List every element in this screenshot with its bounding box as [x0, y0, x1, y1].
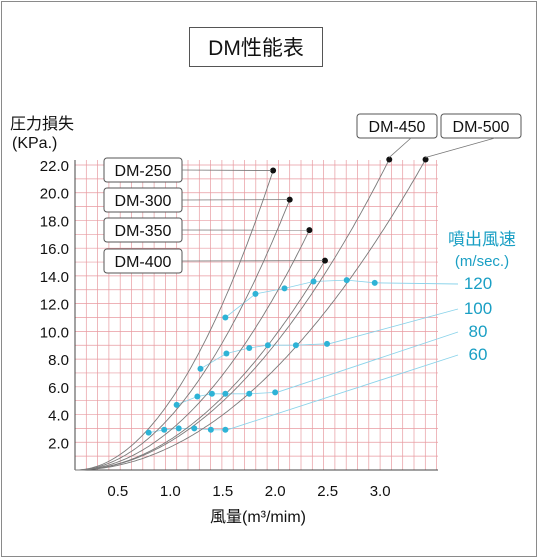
series-label: DM-500 [453, 119, 510, 136]
series-label: DM-350 [115, 223, 172, 240]
velocity-point [194, 393, 201, 400]
series-label-box [440, 113, 522, 139]
velocity-point [208, 390, 215, 397]
series-end-point [386, 156, 393, 163]
velocity-point [222, 426, 229, 433]
velocity-point [173, 401, 180, 408]
x-tick-label: 2.0 [265, 483, 286, 500]
velocity-value: 80 [469, 322, 488, 341]
velocity-iso-line [200, 343, 328, 370]
x-tick-label: 0.5 [107, 483, 128, 500]
series-label-box [356, 113, 438, 139]
series-leader [181, 169, 272, 171]
series-leader [388, 137, 412, 158]
velocity-leader-lines [148, 279, 459, 433]
velocity-point [310, 278, 317, 285]
velocity-point [161, 426, 168, 433]
velocity-point [191, 425, 198, 432]
velocity-point [272, 389, 279, 396]
y-tick-label: 10.0 [40, 324, 69, 341]
velocity-point [197, 365, 204, 372]
x-tick-label: 2.5 [317, 483, 338, 500]
series-label: DM-250 [115, 163, 172, 180]
y-tick-label: 14.0 [40, 269, 69, 286]
x-axis-label: 風量(m³/mim) [210, 509, 306, 526]
y-tick-label: 2.0 [48, 435, 69, 452]
velocity-point [371, 279, 378, 286]
chart-title: DM性能表 [189, 27, 323, 67]
series-end-point [321, 257, 328, 264]
series-end-point [270, 167, 277, 174]
y-tick-label: 20.0 [40, 186, 69, 203]
series-label: DM-400 [115, 254, 172, 271]
velocity-point [175, 425, 182, 432]
velocity-point [246, 390, 253, 397]
y-tick-label: 12.0 [40, 297, 69, 314]
velocity-value: 120 [464, 274, 492, 293]
velocity-point [222, 390, 229, 397]
velocity-value: 60 [469, 345, 488, 364]
velocity-point [246, 345, 253, 351]
velocity-point [292, 342, 299, 349]
series-leader [425, 137, 496, 158]
series-curve [75, 159, 390, 471]
series-curve [75, 199, 291, 471]
x-tick-label: 3.0 [370, 483, 391, 500]
series-label: DM-450 [369, 119, 426, 136]
series-curve [75, 229, 310, 471]
velocity-title: 噴出風速 [448, 230, 516, 249]
velocity-markers [145, 277, 378, 436]
x-tick-label: 1.0 [160, 483, 181, 500]
velocity-iso-line [225, 279, 375, 318]
velocity-leader [376, 282, 459, 285]
y-tick-label: 18.0 [40, 213, 69, 230]
y-tick-label: 16.0 [40, 241, 69, 258]
velocity-unit: (m/sec.) [455, 253, 509, 270]
series-end-point [286, 196, 293, 203]
velocity-point [145, 429, 152, 436]
velocity-point [252, 290, 259, 297]
y-tick-label: 8.0 [48, 352, 69, 369]
velocity-value: 100 [464, 299, 492, 318]
velocity-point [324, 340, 331, 347]
velocity-leader [277, 331, 459, 393]
series-label: DM-300 [115, 193, 172, 210]
velocity-leader [227, 354, 459, 431]
series-curve [75, 170, 274, 471]
velocity-point [207, 426, 214, 433]
velocity-point [222, 314, 229, 321]
x-tick-label: 1.5 [212, 483, 233, 500]
series-end-point [422, 156, 429, 163]
axis-texts: 0.5 1.0 1.5 2.0 2.5 3.0 2.0 4.0 6.0 8.0 10.0 12.0 14… [10, 115, 516, 526]
velocity-point [281, 285, 288, 292]
y-axis-unit: (KPa.) [12, 135, 57, 152]
chart-axes [74, 160, 438, 471]
series-end-point [306, 227, 313, 234]
series-labels: DM-250 DM-300 DM-350 DM-400 DM-450 DM-500 [103, 113, 522, 274]
velocity-point [343, 277, 350, 284]
velocity-leader [328, 308, 459, 345]
velocity-iso-line [176, 392, 276, 406]
y-axis-label: 圧力損失 [10, 115, 74, 133]
velocity-point [223, 350, 230, 357]
y-tick-label: 6.0 [48, 380, 69, 397]
series-curve [75, 260, 326, 471]
y-tick-label: 22.0 [40, 158, 69, 175]
y-tick-label: 4.0 [48, 408, 69, 425]
velocity-point [264, 342, 271, 349]
